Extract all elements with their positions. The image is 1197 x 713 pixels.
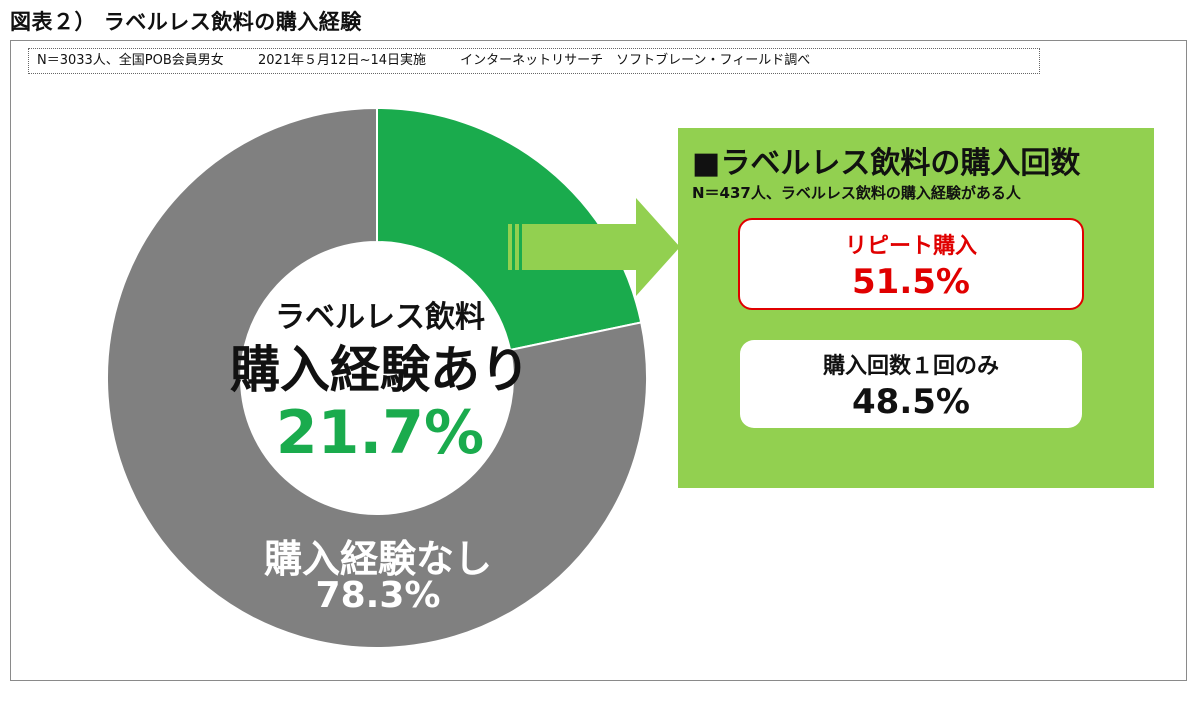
repeat-purchase-value: 51.5% xyxy=(852,262,970,302)
label-yes-value: 21.7% xyxy=(275,398,485,468)
arrow-stripe-1 xyxy=(508,224,512,270)
label-yes-category: ラベルレス飲料 xyxy=(275,300,485,335)
note-period: 2021年５月12日~14日実施 xyxy=(257,53,427,68)
label-no-value: 78.3% xyxy=(315,575,441,616)
repeat-purchase-label: リピート購入 xyxy=(844,234,977,259)
single-purchase-value: 48.5% xyxy=(852,382,970,422)
figure-frame xyxy=(10,40,1187,681)
label-yes-main: 購入経験あり xyxy=(230,341,530,399)
survey-note: N＝3033人、全国POB会員男女 2021年５月12日~14日実施 インターネ… xyxy=(28,48,1040,74)
figure-title: 図表２） ラベルレス飲料の購入経験 xyxy=(10,10,362,34)
repeat-purchase-box: リピート購入 51.5% xyxy=(738,218,1084,310)
note-sample: N＝3033人、全国POB会員男女 xyxy=(37,53,224,68)
panel-subtitle: N＝437人、ラベルレス飲料の購入経験がある人 xyxy=(692,184,1021,202)
arrow-head xyxy=(522,198,680,296)
single-purchase-box: 購入回数１回のみ 48.5% xyxy=(740,340,1082,428)
label-no-main: 購入経験なし xyxy=(263,537,492,581)
note-source: インターネットリサーチ ソフトブレーン・フィールド調べ xyxy=(460,53,811,68)
arrow-stripe-2 xyxy=(515,224,519,270)
panel-title: ■ラベルレス飲料の購入回数 xyxy=(692,146,1081,181)
single-purchase-label: 購入回数１回のみ xyxy=(822,354,999,379)
purchase-count-panel: ■ラベルレス飲料の購入回数 N＝437人、ラベルレス飲料の購入経験がある人 リピ… xyxy=(678,128,1154,488)
donut-segment-no xyxy=(106,106,648,649)
